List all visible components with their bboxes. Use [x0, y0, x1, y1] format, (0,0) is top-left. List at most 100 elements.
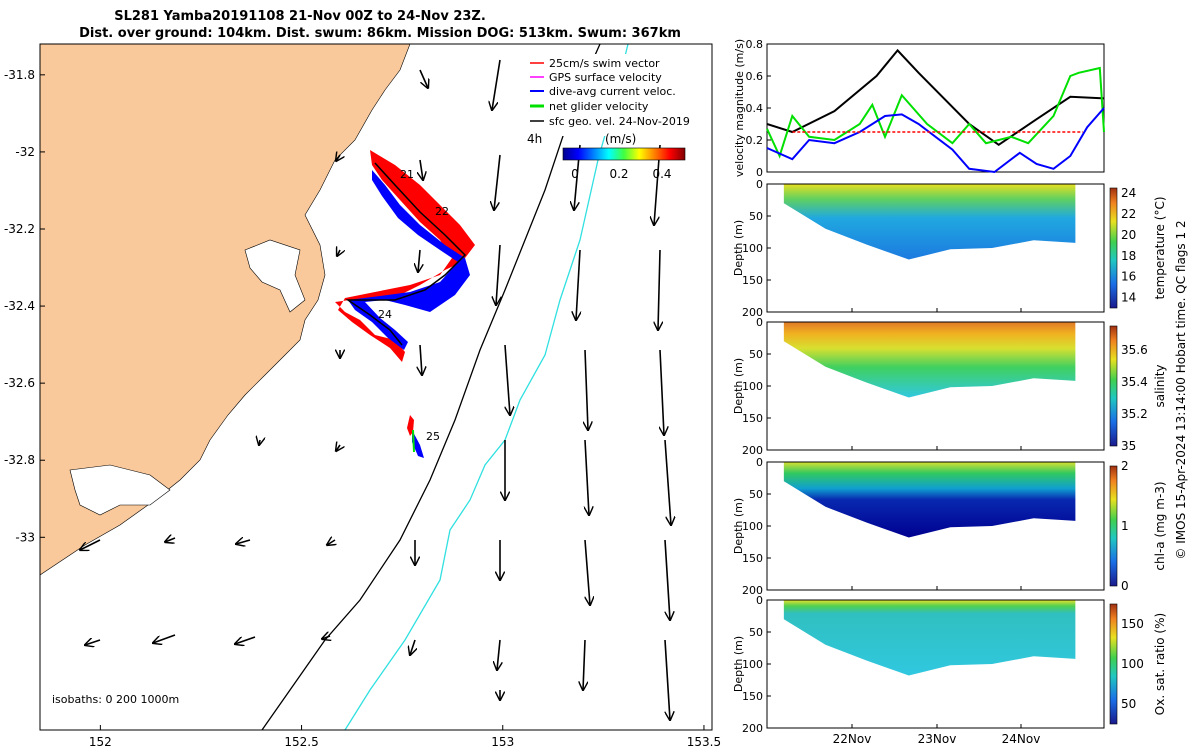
- depth-tick-label: 0: [756, 456, 763, 469]
- section-colorbar-label-1: salinity: [1153, 364, 1167, 407]
- geo-velocity-arrow: [419, 69, 428, 88]
- section-colorbar-tick: 20: [1121, 228, 1136, 242]
- velocity-y-tick-label: 0.6: [746, 70, 764, 83]
- section-colorbar-label-2: chl-a (mg m-3): [1153, 481, 1167, 570]
- section-panel-0: 0 50 100 150 200 Depth (m) 14 16 18 20 22 24 tempera…: [732, 178, 1167, 319]
- section-colorbar-tick: 35.4: [1121, 375, 1148, 389]
- geo-velocity-arrow: [336, 445, 340, 451]
- legend-item-swim: 25cm/s swim vector: [530, 57, 660, 70]
- geo-velocity-arrow: [494, 154, 501, 210]
- time-tick-24nov: 24Nov: [1002, 732, 1041, 746]
- section-colorbar-1: [1109, 325, 1118, 447]
- geo-velocity-arrow: [583, 639, 585, 690]
- depth-tick-label: 50: [749, 626, 763, 639]
- day-label-25: 25: [426, 430, 440, 443]
- legend-label-gps: GPS surface velocity: [549, 71, 662, 84]
- geo-velocity-arrow: [236, 540, 251, 544]
- map-y-tick-label: -32.2: [4, 222, 35, 236]
- section-colorbar-tick: 22: [1121, 207, 1136, 221]
- geo-velocity-arrow: [585, 349, 588, 430]
- land-mass: [40, 44, 411, 576]
- depth-tick-label: 0: [756, 594, 763, 607]
- geo-velocity-arrow: [322, 636, 330, 639]
- legend-item-gps: GPS surface velocity: [530, 71, 662, 84]
- map-colorbar-tick-2: 0.4: [652, 167, 671, 181]
- geo-velocity-arrow: [496, 244, 500, 305]
- section-depth-label: Depth (m): [732, 358, 745, 414]
- velocity-plot-area: [766, 43, 1105, 173]
- section-panel-1: 0 50 100 150 200 Depth (m) 35 35.2 35.4 35.6 salin…: [732, 316, 1167, 457]
- legend-item-net: net glider velocity: [530, 100, 649, 113]
- depth-tick-label: 50: [749, 488, 763, 501]
- section-colorbar-tick: 35.2: [1121, 407, 1148, 421]
- map-y-tick-label: -33: [15, 530, 35, 544]
- depth-tick-label: 50: [749, 348, 763, 361]
- glider-path: [345, 162, 467, 346]
- geo-velocity-arrow: [259, 440, 260, 445]
- section-colorbar-label-0: temperature (°C): [1153, 197, 1167, 300]
- map-panel: 21 22 24 25 isobaths: 0 200 1000m 152 152…: [4, 43, 721, 749]
- velocity-series-line-1: [766, 66, 1105, 159]
- time-tick-23nov: 23Nov: [918, 732, 957, 746]
- map-y-tick-label: -31.8: [4, 68, 35, 82]
- map-y-tick-label: -32: [15, 145, 35, 159]
- glider-track: [335, 150, 475, 458]
- depth-tick-label: 150: [742, 274, 763, 287]
- velocity-panel: 0 0.2 0.4 0.6 0.8 velocity magnitude (m/s): [733, 38, 1105, 179]
- footer-credit: © IMOS 15-Apr-2024 13:14:00 Hobart time.…: [1174, 220, 1188, 559]
- geo-velocity-arrow: [80, 539, 101, 550]
- map-legend-box: [520, 54, 710, 136]
- net-glider-velocity-south: [412, 429, 415, 453]
- geo-velocity-arrow: [497, 639, 500, 670]
- map-colorbar-tick-0: 0: [571, 167, 579, 181]
- map-y-tick-label: -32.4: [4, 299, 35, 313]
- geo-velocity-arrow: [576, 249, 580, 320]
- geo-velocity-arrow: [664, 639, 670, 720]
- map-x-tick-label: 152.5: [284, 735, 318, 749]
- geo-velocity-arrow: [420, 344, 422, 375]
- map-x-tick-label: 153: [491, 735, 514, 749]
- legend-label-current: dive-avg current veloc.: [549, 85, 676, 98]
- map-scale-label: 4h: [527, 132, 542, 146]
- geo-velocity-arrow: [584, 539, 590, 605]
- depth-tick-label: 150: [742, 552, 763, 565]
- legend-label-swim: 25cm/s swim vector: [549, 57, 660, 70]
- section-colorbar-tick: 24: [1121, 186, 1136, 200]
- geo-velocity-arrow: [504, 344, 510, 415]
- title-line-2: Dist. over ground: 104km. Dist. swum: 86…: [79, 26, 681, 41]
- geo-velocity-arrow: [85, 640, 101, 645]
- map-legend: 25cm/s swim vector GPS surface velocity …: [520, 54, 710, 136]
- depth-tick-label: 0: [756, 316, 763, 329]
- section-depth-label: Depth (m): [732, 220, 745, 276]
- depth-tick-label: 200: [742, 444, 763, 457]
- day-label-22: 22: [435, 205, 449, 218]
- section-fill-1: [783, 322, 1076, 398]
- legend-label-geo: sfc geo. vel. 24-Nov-2019: [549, 115, 690, 128]
- geo-velocity-arrow: [153, 634, 176, 643]
- depth-tick-label: 0: [756, 178, 763, 191]
- section-depth-label: Depth (m): [732, 498, 745, 554]
- velocity-y-tick-label: 0.2: [746, 134, 764, 147]
- day-label-24: 24: [378, 308, 392, 321]
- velocity-series-line-0: [766, 48, 1105, 147]
- velocity-y-label: velocity magnitude (m/s): [733, 39, 746, 177]
- section-panel-2: 0 50 100 150 200 Depth (m) 0 1 2 chl-a (mg m-3): [732, 456, 1167, 597]
- geo-velocity-arrow: [664, 439, 671, 525]
- geo-velocity-arrow: [658, 249, 660, 330]
- section-panel-3: 0 50 100 150 200 Depth (m) 50 100 150 Ox. sat. ra…: [732, 594, 1167, 735]
- section-colorbar-tick: 18: [1121, 249, 1136, 263]
- section-colorbar-tick: 35: [1121, 439, 1136, 453]
- section-colorbar-tick: 14: [1121, 291, 1136, 305]
- section-colorbar-tick: 100: [1121, 657, 1144, 671]
- section-colorbar-tick: 2: [1121, 459, 1129, 473]
- section-colorbar-0: [1109, 187, 1118, 309]
- section-colorbar-label-3: Ox. sat. ratio (%): [1153, 613, 1167, 715]
- geo-velocity-arrow: [585, 439, 589, 515]
- current-vector-fill-south: [412, 430, 424, 458]
- map-y-tick-label: -32.6: [4, 376, 35, 390]
- map-y-tick-label: -32.8: [4, 453, 35, 467]
- geo-velocity-arrow: [336, 155, 340, 161]
- map-colorbar: 4h (m/s) 0 0.2 0.4: [527, 132, 686, 181]
- section-colorbar-tick: 0: [1121, 579, 1129, 593]
